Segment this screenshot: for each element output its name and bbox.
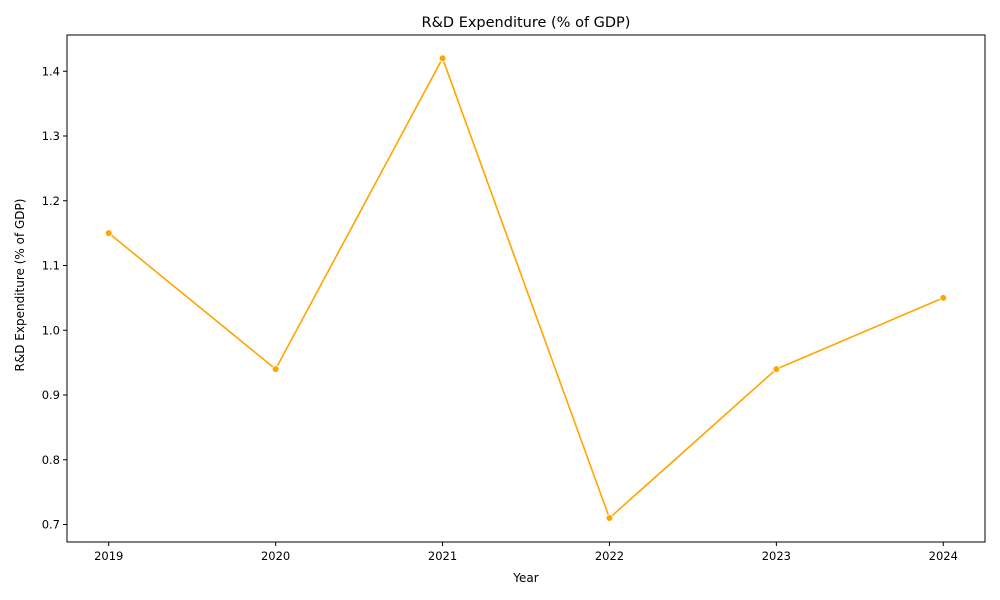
y-tick-label: 0.8 <box>42 453 60 467</box>
series-line <box>108 57 944 519</box>
x-tick-label: 2019 <box>94 549 123 563</box>
data-point <box>438 54 447 63</box>
y-tick-label: 1.4 <box>42 64 60 78</box>
data-point <box>939 294 948 302</box>
y-tick-label: 1.3 <box>42 129 60 143</box>
data-point <box>605 514 614 522</box>
chart-title: R&D Expenditure (% of GDP) <box>422 15 631 31</box>
y-tick-label: 1.1 <box>42 259 60 273</box>
data-point <box>772 365 781 373</box>
x-tick-label: 2020 <box>261 549 290 563</box>
x-axis-label: Year <box>512 571 538 585</box>
y-tick-label: 0.9 <box>42 388 60 402</box>
axes-frame <box>66 34 986 543</box>
x-tick-label: 2024 <box>929 549 958 563</box>
y-tick-label: 0.7 <box>42 518 60 532</box>
data-point <box>271 365 280 373</box>
x-tick-label: 2021 <box>428 549 457 563</box>
x-tick-label: 2023 <box>762 549 791 563</box>
y-tick-label: 1.0 <box>42 323 60 337</box>
plot-area: 0.7 0.8 0.9 1.0 1.1 1.2 1.3 1.4 2019 2020 2021 2022… <box>42 34 986 563</box>
y-axis-label: R&D Expenditure (% of GDP) <box>13 199 27 372</box>
y-tick-label: 1.2 <box>42 194 60 208</box>
data-point <box>104 229 113 237</box>
x-tick-label: 2022 <box>595 549 624 563</box>
